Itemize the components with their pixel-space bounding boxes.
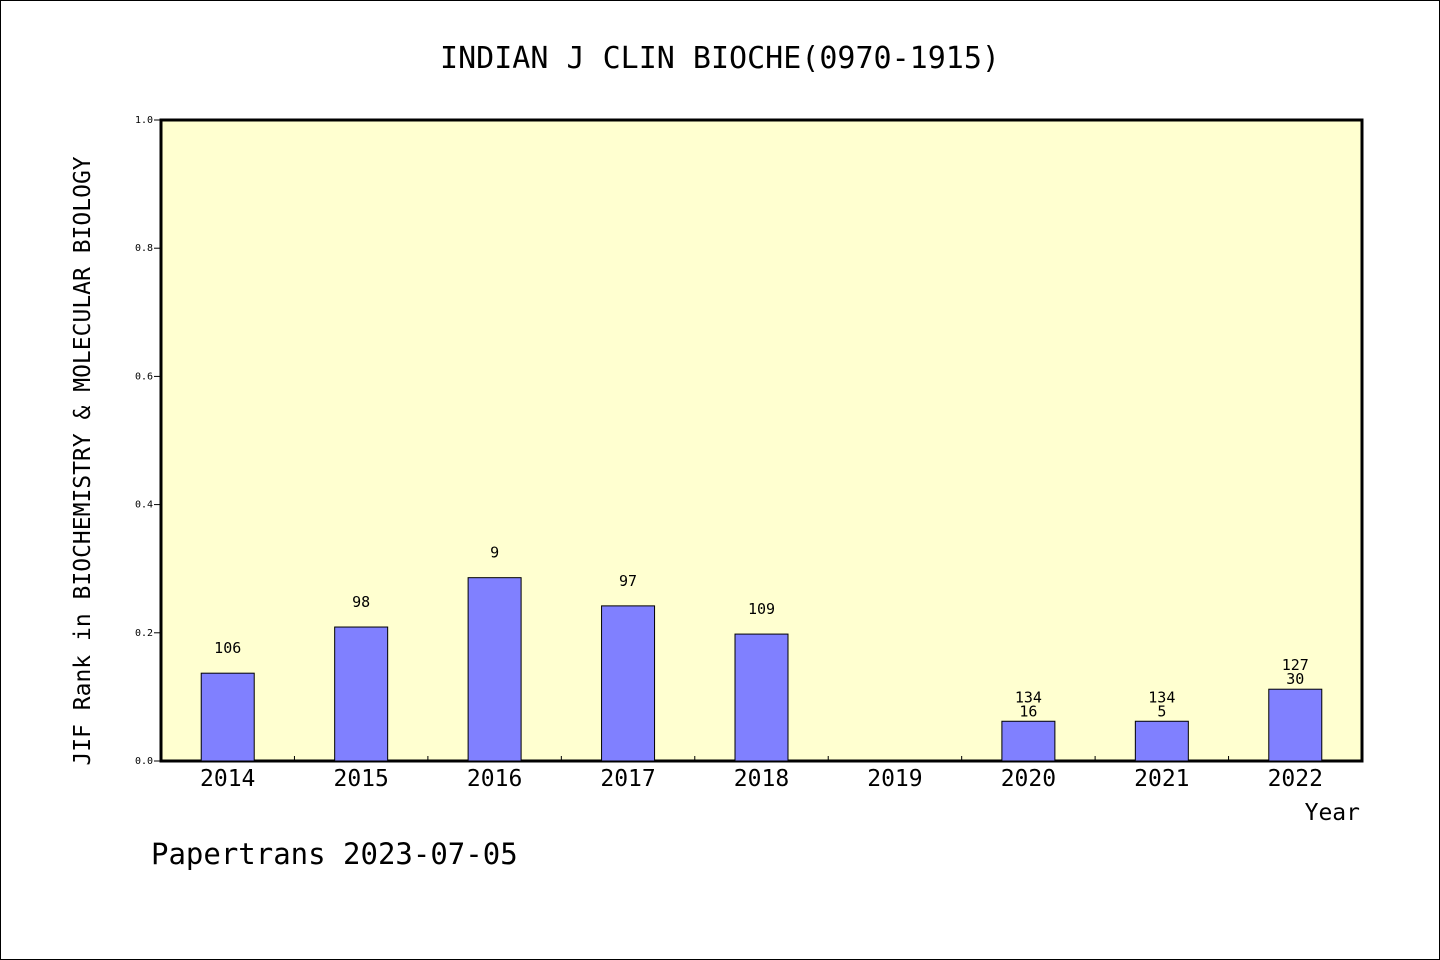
x-tick-label: 2014 — [200, 766, 255, 792]
bar-data-label: 109 — [748, 600, 775, 618]
x-tick-label: 2022 — [1268, 766, 1323, 792]
bar-data-label-rank: 16 — [1019, 702, 1037, 720]
bars-group — [200, 577, 1323, 762]
footer-stamp: Papertrans 2023-07-05 — [151, 837, 518, 871]
bar — [467, 577, 522, 762]
bar-data-label-rank: 30 — [1286, 670, 1304, 688]
y-tick-label: 0.4 — [135, 500, 153, 511]
x-tick-label: 2018 — [734, 766, 789, 792]
bar — [734, 633, 789, 762]
bar — [1268, 688, 1323, 762]
x-tick-label: 2020 — [1001, 766, 1056, 792]
bar — [1001, 720, 1056, 762]
bar-data-label-total: 127 — [1282, 656, 1309, 674]
bar — [601, 605, 656, 762]
x-tick-label: 2015 — [333, 766, 388, 792]
x-axis-label: Year — [1305, 800, 1360, 826]
bar-data-label: 97 — [619, 572, 637, 590]
chart-title: INDIAN J CLIN BIOCHE(0970-1915) — [440, 41, 1000, 76]
bar — [334, 626, 389, 762]
x-tick-label: 2021 — [1134, 766, 1189, 792]
y-tick-label: 1.0 — [135, 115, 153, 126]
bar-data-label-total: 134 — [1148, 688, 1175, 706]
y-axis-ticks: 0.0 0.2 0.4 0.6 0.8 1.0 — [135, 115, 161, 767]
bar-data-label: 106 — [214, 639, 241, 657]
y-tick-label: 0.8 — [135, 243, 153, 254]
bar-data-label: 98 — [352, 593, 370, 611]
bar — [200, 672, 255, 762]
x-tick-label: 2016 — [467, 766, 522, 792]
y-tick-label: 0.0 — [135, 756, 153, 767]
bar-data-label-rank: 5 — [1157, 702, 1166, 720]
x-axis-ticks: 2014 2015 2016 2017 2018 2019 2020 2021 2022 — [200, 756, 1323, 792]
bar-data-label-total: 134 — [1015, 688, 1042, 706]
y-tick-label: 0.2 — [135, 628, 153, 639]
bar — [1134, 720, 1189, 762]
bar-data-label: 9 — [490, 544, 499, 562]
y-axis-label: JIF Rank in BIOCHEMISTRY & MOLECULAR BIO… — [70, 156, 96, 765]
x-tick-label: 2017 — [600, 766, 655, 792]
x-tick-label: 2019 — [867, 766, 922, 792]
y-tick-label: 0.6 — [135, 371, 153, 382]
